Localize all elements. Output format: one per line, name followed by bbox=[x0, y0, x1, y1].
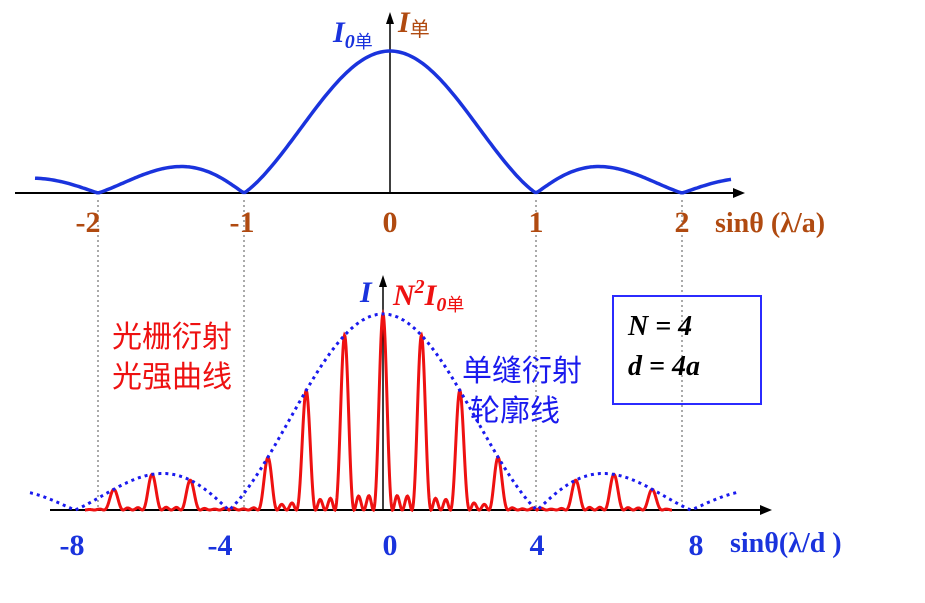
tick-label: 8 bbox=[689, 529, 704, 562]
top-tick-labels: -2 -1 0 1 2 bbox=[76, 206, 690, 239]
top-x-arrow bbox=[733, 188, 745, 198]
parameter-box: N = 4 d = 4a bbox=[612, 295, 762, 405]
guide-lines bbox=[97, 200, 683, 510]
tick-label: 4 bbox=[530, 529, 545, 562]
top-x-axis-label: sinθ (λ/a) bbox=[715, 208, 825, 239]
tick-label: 1 bbox=[529, 206, 544, 239]
single-slit-curve bbox=[34, 49, 732, 195]
param-n: N = 4 bbox=[628, 311, 693, 342]
tick-label: 2 bbox=[675, 206, 690, 239]
tick-label: -8 bbox=[60, 529, 85, 562]
param-d: d = 4a bbox=[628, 351, 700, 382]
tick-label: -4 bbox=[208, 529, 233, 562]
tick-label: -1 bbox=[230, 206, 255, 239]
grating-label: 光栅衍射 光强曲线 bbox=[112, 318, 232, 398]
bottom-y-arrow bbox=[379, 275, 387, 287]
envelope-label: 单缝衍射 轮廓线 bbox=[462, 352, 582, 432]
bottom-x-arrow bbox=[760, 505, 772, 515]
envelope-label-line1: 单缝衍射 bbox=[462, 354, 582, 389]
top-y-label: I单 bbox=[397, 6, 430, 41]
grating-label-line2: 光强曲线 bbox=[112, 360, 232, 395]
tick-label: -2 bbox=[76, 206, 101, 239]
top-peak-label: I0单 bbox=[332, 16, 373, 53]
envelope-label-line2: 轮廓线 bbox=[470, 394, 560, 429]
top-y-arrow bbox=[386, 12, 394, 24]
bottom-y-label: I bbox=[359, 276, 373, 309]
bottom-tick-labels: -8 -4 0 4 8 bbox=[60, 529, 704, 562]
grating-label-line1: 光栅衍射 bbox=[112, 320, 232, 355]
tick-label: 0 bbox=[383, 206, 398, 239]
tick-label: 0 bbox=[383, 529, 398, 562]
bottom-x-axis-label: sinθ(λ/d ) bbox=[730, 528, 842, 559]
bottom-peak-label: N2I0单 bbox=[392, 276, 464, 316]
